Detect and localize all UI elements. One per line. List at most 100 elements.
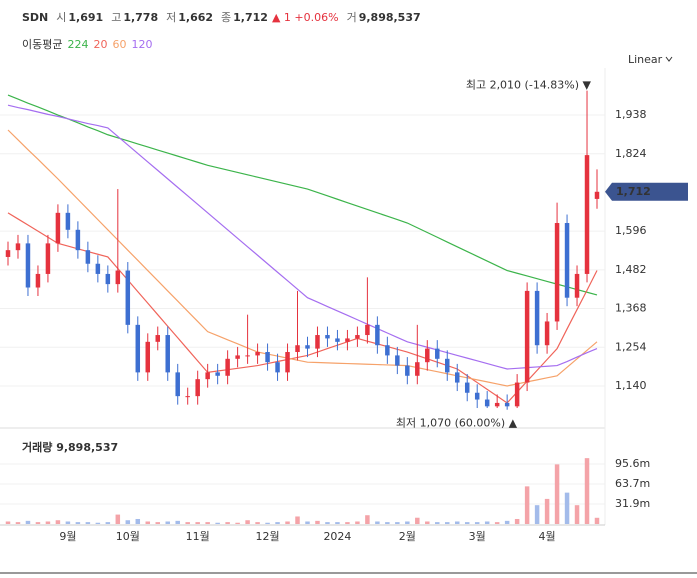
- volume-bar: [345, 522, 350, 524]
- volume-bar: [355, 521, 360, 524]
- candle-body: [335, 338, 340, 342]
- candle-body: [175, 372, 180, 397]
- volume-bar: [305, 521, 310, 524]
- x-tick-label: 10월: [116, 530, 140, 543]
- x-tick-label: 9월: [59, 530, 76, 543]
- volume-bar: [115, 514, 121, 524]
- volume-bar: [395, 522, 400, 524]
- y-tick-label: 1,596: [615, 224, 647, 237]
- volume-bar: [215, 522, 220, 524]
- volume-bar: [295, 516, 300, 524]
- volume-bar: [564, 492, 570, 524]
- volume-bar: [225, 522, 230, 524]
- volume-bar: [95, 522, 101, 524]
- volume-bar: [25, 520, 31, 524]
- volume-bar: [55, 520, 61, 524]
- volume-bar: [255, 522, 260, 524]
- legend-entry: 224: [67, 38, 88, 51]
- volume-bar: [464, 522, 470, 524]
- ma-line: [7, 212, 598, 404]
- legend-entry: 60: [112, 38, 126, 51]
- volume-bar: [275, 522, 280, 524]
- annotation: 최저 1,070 (60.00%) ▲: [396, 417, 518, 430]
- volume-bar: [365, 515, 370, 524]
- candle-body: [534, 290, 540, 346]
- candle-body: [484, 399, 490, 407]
- volume-bar: [265, 522, 270, 524]
- candle-body: [55, 212, 61, 244]
- legend-entry: 120: [131, 38, 152, 51]
- volume-bar: [125, 520, 131, 524]
- candle-body: [185, 396, 190, 398]
- candle-body: [305, 345, 310, 349]
- ma-line: [7, 129, 598, 387]
- x-tick-label: 4월: [539, 530, 556, 543]
- candle-body: [514, 382, 520, 407]
- volume-bar: [85, 522, 91, 524]
- candle-body: [544, 321, 550, 346]
- volume-bar: [574, 505, 580, 524]
- header-item: 1,712: [233, 11, 268, 24]
- volume-bar: [474, 522, 480, 524]
- candle-body: [504, 402, 510, 407]
- volume-bar: [155, 522, 160, 524]
- x-tick-label: 2024: [323, 530, 351, 543]
- volume-bar: [504, 520, 510, 524]
- candle-body: [95, 263, 101, 274]
- volume-bar: [45, 521, 51, 524]
- x-tick-label: 3월: [469, 530, 486, 543]
- volume-bar: [385, 522, 390, 524]
- volume-bar: [35, 522, 41, 524]
- scale-label[interactable]: Linear: [628, 53, 663, 66]
- ma-line: [7, 104, 598, 370]
- volume-bar: [185, 522, 190, 524]
- volume-bar: [524, 486, 530, 524]
- x-tick-label: 11월: [186, 530, 210, 543]
- candle-body: [135, 324, 141, 373]
- volume-bar: [195, 522, 200, 524]
- candle-body: [325, 335, 330, 339]
- volume-bar: [105, 522, 111, 524]
- x-tick-label: 2월: [399, 530, 416, 543]
- volume-bar: [65, 521, 71, 524]
- candle-body: [445, 358, 450, 373]
- candle-body: [524, 290, 530, 383]
- candle-body: [285, 352, 290, 373]
- volume-tick-label: 31.9m: [615, 497, 650, 510]
- volume-bar: [435, 522, 440, 524]
- y-tick-label: 1,254: [615, 340, 647, 353]
- header-item: 고: [111, 11, 121, 24]
- candle-body: [195, 379, 200, 397]
- y-tick-label: 1,938: [615, 108, 647, 121]
- candle-body: [375, 324, 380, 346]
- header-item: 저: [166, 11, 176, 24]
- volume-bar: [405, 521, 410, 524]
- candle-body: [75, 229, 81, 251]
- header-item: 9,898,537: [359, 11, 421, 24]
- volume-tick-label: 63.7m: [615, 477, 650, 490]
- header-item: 1,778: [123, 11, 158, 24]
- y-tick-label: 1,482: [615, 263, 647, 276]
- price-tag-label: 1,712: [616, 185, 651, 198]
- volume-bar: [135, 518, 141, 524]
- volume-bar: [484, 521, 490, 524]
- candle-body: [315, 335, 320, 349]
- volume-bar: [175, 520, 180, 524]
- volume-bar: [454, 521, 460, 524]
- y-tick-label: 1,824: [615, 147, 647, 160]
- volume-bar: [75, 522, 81, 524]
- candle-body: [45, 243, 51, 274]
- header-item: 거: [347, 11, 357, 24]
- volume-bar: [584, 458, 590, 524]
- candle-body: [225, 358, 230, 376]
- volume-bar: [335, 522, 340, 524]
- dropdown-icon[interactable]: [665, 56, 673, 62]
- volume-bar: [285, 521, 290, 524]
- volume-bar: [445, 522, 450, 524]
- candle-body: [295, 345, 300, 353]
- header-item: ▲ 1 +0.06%: [272, 11, 339, 24]
- candle-body: [425, 348, 430, 363]
- x-tick-label: 12월: [255, 530, 279, 543]
- volume-bar: [15, 522, 21, 524]
